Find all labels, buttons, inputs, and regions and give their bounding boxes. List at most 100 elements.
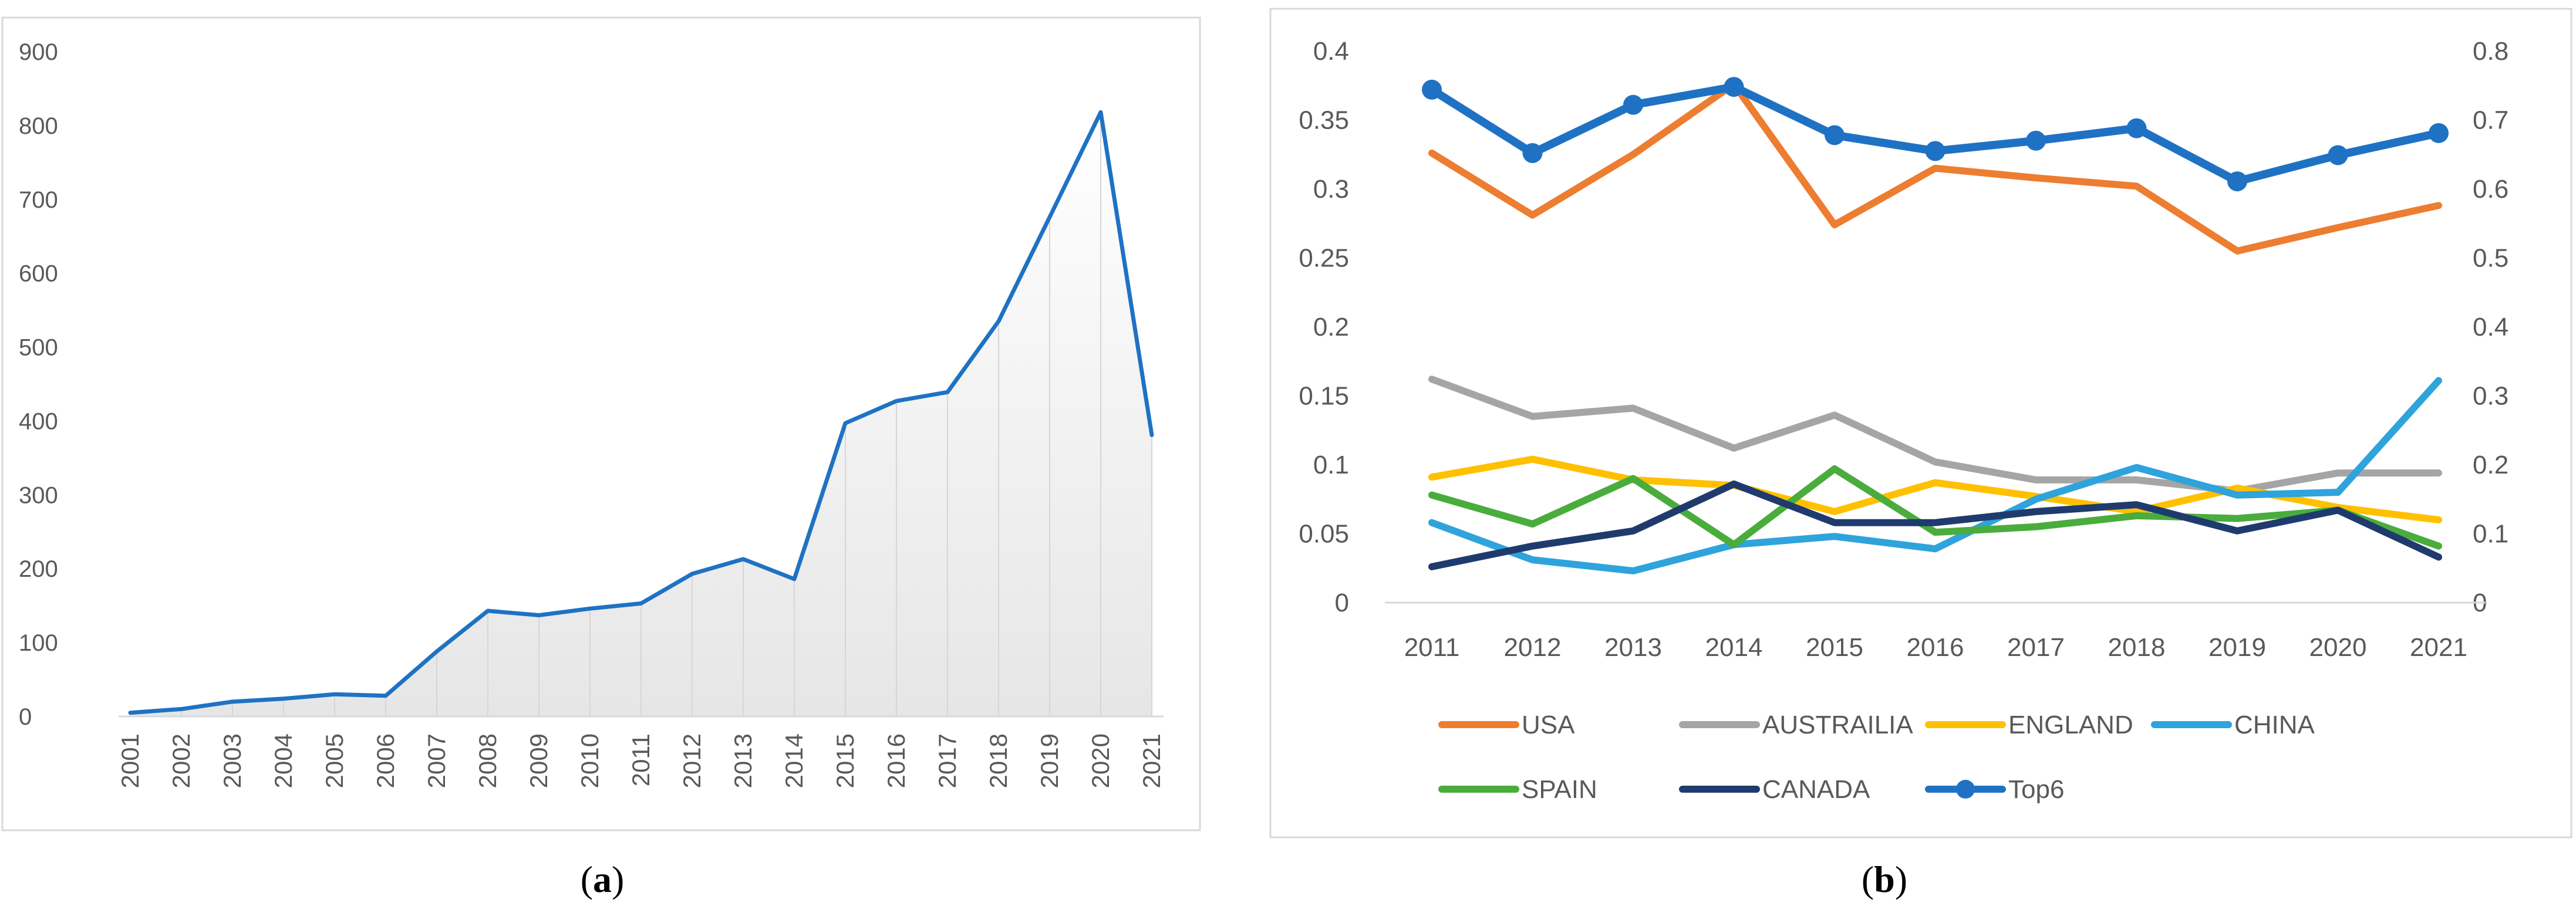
chart-b-xtick-label: 2017 (2007, 633, 2065, 662)
chart-b-point-usa-2015 (1834, 224, 1835, 225)
chart-b-point-china-2017 (2035, 499, 2036, 500)
chart-b-point-usa-2018 (2136, 185, 2137, 187)
chart-b-series-spain (1428, 465, 2442, 550)
legend-item-usa: USA (1438, 711, 1575, 739)
chart-a-ytick-label: 200 (19, 556, 58, 582)
chart-a-point-2007 (435, 650, 439, 654)
chart-b-ytick-right-label: 0.5 (2473, 244, 2508, 273)
chart-b-ytick-left-label: 0.1 (1313, 451, 1349, 479)
chart-b-y-axis-left: 0 0.05 0.1 0.15 0.2 0.25 0.3 0.35 0.4 (1299, 37, 1349, 617)
chart-a-point-2002 (180, 707, 183, 711)
chart-a-drop-lines (130, 112, 1152, 716)
chart-a-point-2021 (1150, 433, 1154, 437)
chart-a-xtick-label: 2016 (882, 733, 910, 788)
chart-a-point-2010 (588, 607, 592, 611)
chart-b-point-canada-2011 (1431, 566, 1432, 567)
chart-a-point-2003 (231, 699, 234, 704)
chart-b-ytick-left-label: 0 (1335, 589, 1349, 617)
panel-label-b-open: ( (1862, 858, 1874, 900)
chart-b-point-canada-2019 (2237, 530, 2238, 532)
chart-a-point-2012 (690, 572, 694, 576)
chart-b-point-spain-2016 (1935, 532, 1936, 533)
chart-b-point-austrailia-2018 (2136, 479, 2137, 481)
legend-item-top6: Top6 (1925, 775, 2064, 804)
chart-b-point-top6-2013 (1623, 94, 1643, 115)
panel-label-b-letter: b (1874, 858, 1895, 900)
chart-b-point-usa-2020 (2338, 227, 2339, 228)
chart-a-point-2013 (741, 557, 745, 561)
chart-b-point-canada-2015 (1834, 522, 1835, 523)
chart-b-point-top6-2012 (1522, 143, 1543, 163)
chart-b-line-canada (1428, 480, 2442, 570)
chart-b-point-england-2021 (2438, 519, 2439, 520)
chart-b-point-usa-2012 (1532, 215, 1533, 216)
legend-item-austrailia: AUSTRAILIA (1679, 711, 1913, 739)
chart-b-ytick-left-label: 0.15 (1299, 382, 1349, 411)
chart-b-point-austrailia-2017 (2035, 479, 2036, 481)
chart-a-xtick-label: 2018 (984, 733, 1012, 788)
chart-b-series-usa (1428, 80, 2442, 255)
chart-a-y-axis: 0 100 200 300 400 500 600 700 800 900 (19, 39, 58, 730)
legend-item-canada: CANADA (1679, 775, 1870, 804)
chart-a-ytick-label: 300 (19, 482, 58, 508)
chart-a-ytick-label: 100 (19, 630, 58, 656)
legend-label-canada: CANADA (1762, 775, 1870, 804)
chart-b-point-spain-2017 (2035, 526, 2036, 527)
chart-a-ytick-label: 500 (19, 335, 58, 361)
chart-b-ytick-right-label: 0.6 (2473, 175, 2508, 204)
chart-b-point-top6-2017 (2026, 130, 2046, 151)
legend-item-china: CHINA (2151, 711, 2315, 739)
chart-a-point-2018 (997, 319, 1000, 323)
chart-b-point-canada-2013 (1633, 530, 1634, 532)
chart-a-xtick-label: 2010 (576, 733, 603, 788)
chart-a-xtick-label: 2012 (678, 733, 706, 788)
chart-b-point-china-2013 (1633, 570, 1634, 572)
chart-b-point-china-2019 (2237, 495, 2238, 496)
chart-b-ytick-left-label: 0.4 (1313, 37, 1349, 66)
chart-b-point-spain-2019 (2237, 518, 2238, 519)
chart-a-xtick-label: 2005 (321, 733, 348, 788)
legend-label-austrailia: AUSTRAILIA (1762, 711, 1913, 739)
chart-b-point-china-2021 (2438, 380, 2439, 381)
legend-marker-top6 (1956, 780, 1975, 799)
chart-b-point-england-2018 (2136, 511, 2137, 512)
chart-b-point-top6-2011 (1422, 79, 1442, 100)
legend-label-usa: USA (1522, 711, 1575, 739)
chart-b-point-spain-2018 (2136, 515, 2137, 516)
chart-a-point-2017 (946, 390, 949, 394)
chart-b-point-spain-2014 (1734, 544, 1735, 545)
chart-a-xtick-label: 2015 (831, 733, 859, 788)
chart-b-point-spain-2013 (1633, 478, 1634, 479)
chart-b-point-canada-2016 (1935, 522, 1936, 523)
chart-b-ytick-right-label: 0.7 (2473, 106, 2508, 135)
chart-b-point-austrailia-2013 (1633, 408, 1634, 409)
chart-a-xtick-label: 2007 (423, 733, 450, 788)
panel-label-a-open: ( (581, 858, 593, 900)
chart-b-point-austrailia-2012 (1532, 416, 1533, 417)
legend-item-england: ENGLAND (1925, 711, 2133, 739)
chart-a-ytick-label: 0 (19, 704, 32, 730)
chart-b-ytick-left-label: 0.2 (1313, 313, 1349, 341)
chart-b-point-canada-2014 (1734, 483, 1735, 485)
chart-b: 0 0.05 0.1 0.15 0.2 0.25 0.3 0.35 0.4 0 0.1 0.2 0.3… (1269, 8, 2572, 838)
chart-b-point-top6-2014 (1724, 77, 1744, 97)
chart-b-ytick-right-label: 0.2 (2473, 451, 2508, 479)
chart-b-point-austrailia-2021 (2438, 472, 2439, 474)
chart-a-xtick-label: 2017 (933, 733, 961, 788)
chart-b-point-usa-2011 (1431, 153, 1432, 154)
chart-b-point-top6-2018 (2126, 118, 2147, 138)
chart-b-series-austrailia (1428, 376, 2442, 495)
chart-b-xtick-label: 2016 (1907, 633, 1964, 662)
chart-b-series-canada (1428, 480, 2442, 570)
chart-b-point-usa-2016 (1935, 168, 1936, 169)
chart-a-xtick-label: 2004 (269, 733, 297, 788)
chart-b-point-usa-2019 (2237, 251, 2238, 252)
chart-b-ytick-left-label: 0.35 (1299, 106, 1349, 135)
chart-a-point-2020 (1099, 110, 1102, 114)
chart-a-point-2014 (793, 577, 796, 581)
chart-b-point-china-2015 (1834, 536, 1835, 537)
chart-a-point-2005 (333, 692, 336, 696)
chart-a-xtick-label: 2008 (474, 733, 501, 788)
